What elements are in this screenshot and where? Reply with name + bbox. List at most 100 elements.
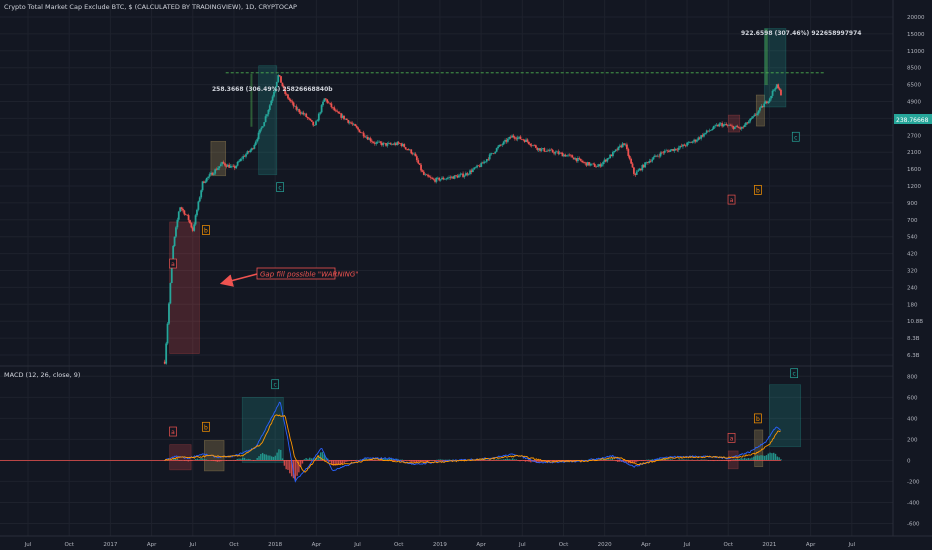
macd-histogram-bar (220, 460, 222, 462)
candle (365, 136, 368, 138)
macd-histogram-bar (290, 460, 293, 477)
candle (231, 165, 233, 167)
candle (654, 155, 656, 158)
y-tick-label: 1200 (907, 184, 921, 190)
candle (319, 112, 322, 114)
candle (277, 75, 280, 82)
macd-histogram-bar (325, 457, 327, 461)
candle (714, 125, 717, 127)
candle (712, 126, 715, 129)
candle (641, 165, 644, 171)
y-tick-label: 2100 (907, 150, 921, 156)
candle (333, 107, 336, 111)
candle (350, 122, 352, 124)
macd-histogram-bar (187, 460, 190, 462)
candle (169, 283, 172, 304)
candle (224, 163, 226, 166)
macd-histogram-bar (609, 459, 612, 461)
candle (518, 136, 520, 138)
price-axis[interactable]: 2000015000110008500650049003700270021001… (907, 15, 925, 359)
candle (212, 173, 215, 175)
candle (431, 177, 434, 179)
macd-histogram-bar (702, 459, 704, 461)
candle (291, 101, 294, 103)
macd-histogram-bar (600, 459, 603, 461)
candle (526, 139, 529, 142)
candle (555, 151, 558, 153)
macd-histogram-bar (280, 449, 282, 461)
macd-histogram-bar (390, 458, 393, 461)
candle (740, 126, 743, 129)
macd-histogram-bar (774, 453, 777, 461)
candle (183, 210, 186, 215)
candle (746, 122, 749, 124)
candle (638, 168, 641, 171)
candle (225, 165, 228, 167)
x-tick-label: Oct (229, 542, 239, 548)
candle (544, 151, 547, 152)
candle (299, 112, 302, 114)
candle (576, 158, 579, 162)
candle (644, 162, 647, 168)
candle (197, 201, 200, 210)
macd-histogram-bar (345, 460, 347, 463)
candle (645, 162, 648, 163)
candle (473, 167, 476, 170)
y-tick-label: 20000 (907, 15, 925, 21)
candle (320, 105, 323, 113)
macd-histogram-bar (778, 457, 780, 461)
candle (635, 171, 638, 175)
macd-histogram-bar (256, 457, 258, 461)
macd-histogram-bar (249, 459, 251, 461)
macd-histogram-bar (305, 458, 307, 461)
candle (236, 162, 239, 166)
candle (529, 143, 532, 146)
warning-text: Gap fill possible "WARNING" (260, 271, 359, 279)
candle (343, 115, 345, 120)
macd-histogram-bar (696, 459, 699, 461)
candle (203, 181, 205, 183)
macd-histogram-bar (691, 459, 693, 461)
candle (364, 136, 366, 138)
candle (347, 120, 350, 123)
candle (246, 151, 249, 155)
macd-histogram-bar (240, 458, 242, 461)
time-axis[interactable]: Jul Oct 2017 Apr Jul Oct 2018 Apr Jul Oct 2019 Apr J… (24, 542, 856, 548)
candle (752, 116, 754, 118)
candle (180, 207, 183, 209)
candle (738, 127, 740, 128)
candle (628, 155, 631, 159)
candle (565, 155, 568, 157)
bar-2017 (250, 73, 253, 127)
candle (189, 220, 191, 224)
candle (210, 172, 212, 175)
candle (756, 113, 759, 115)
macd-histogram-bar (294, 460, 296, 480)
candle (689, 142, 691, 143)
candle (623, 143, 626, 145)
macd-histogram-bar (666, 459, 668, 461)
macd-histogram-bar (749, 458, 751, 461)
candle (323, 98, 326, 102)
macd-histogram-bar (760, 455, 762, 461)
candle (288, 98, 291, 100)
macd-histogram-bar (421, 460, 423, 462)
macd-axis[interactable]: 800 600 400 200 0 -200 -400 -600 (907, 374, 920, 527)
macd-histogram-bar (296, 460, 298, 476)
macd-histogram-bar (678, 459, 681, 461)
candle (261, 126, 264, 128)
candle (491, 153, 494, 154)
macd-histogram-bar (310, 458, 313, 461)
macd-histogram-bar (386, 458, 389, 461)
macd-histogram-bar (441, 459, 443, 461)
candle (686, 142, 689, 146)
macd-histogram-bar (307, 458, 309, 461)
macd-histogram-bar (528, 460, 530, 462)
macd-histogram-bar (339, 460, 342, 465)
candle (462, 173, 464, 177)
candle (745, 122, 747, 125)
macd-histogram-bar (272, 456, 275, 461)
candle (301, 112, 303, 114)
candle (410, 149, 413, 154)
